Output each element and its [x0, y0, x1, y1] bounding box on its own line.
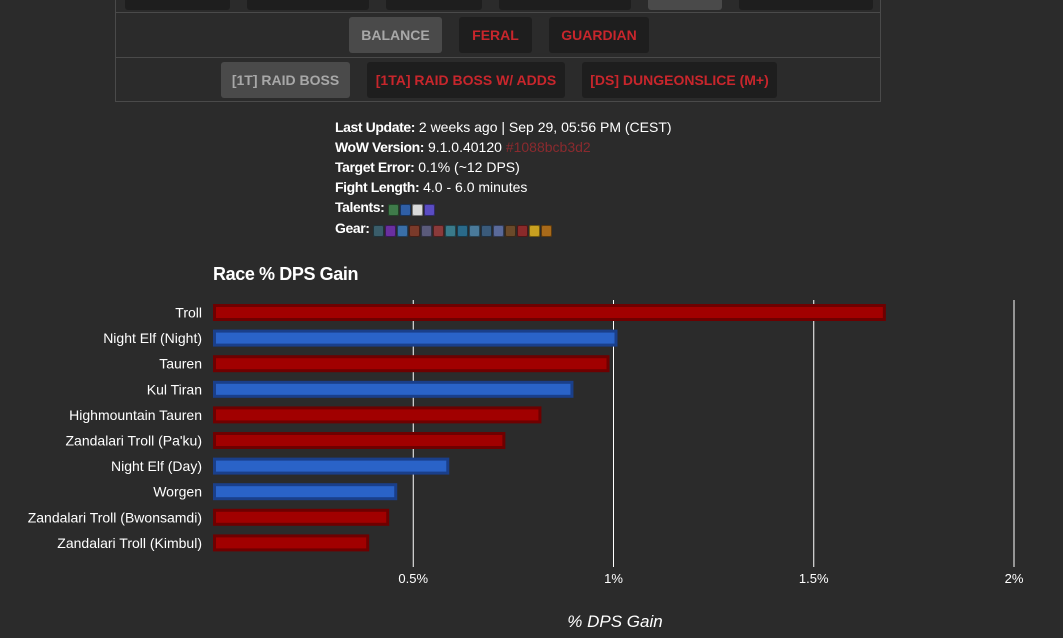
chest-icon[interactable]	[421, 224, 433, 237]
fight-length-value: 4.0 - 6.0 minutes	[423, 179, 528, 195]
bar[interactable]	[213, 329, 618, 347]
waist-icon[interactable]	[457, 224, 469, 237]
bar[interactable]	[213, 483, 398, 501]
wow-version-label: WoW Version:	[335, 139, 425, 155]
top-stub-button[interactable]	[499, 0, 631, 10]
talent-icons	[388, 198, 436, 218]
wow-version-hash-link[interactable]: #1088bcb3d2	[505, 139, 591, 155]
bar[interactable]	[213, 508, 390, 526]
finger2-icon[interactable]	[505, 224, 517, 237]
top-stub-button[interactable]	[125, 0, 230, 10]
target-error-label: Target Error:	[335, 159, 415, 175]
x-tick-label: 1%	[604, 571, 623, 586]
dungeonslice-button[interactable]: [DS] DUNGEONSLICE (M+)	[582, 62, 777, 98]
bar[interactable]	[213, 432, 506, 449]
top-stub-button-active[interactable]	[648, 0, 722, 10]
shoulder-icon[interactable]	[397, 224, 409, 237]
last-update-value: 2 weeks ago | Sep 29, 05:56 PM (CEST)	[418, 119, 672, 135]
guardian-button[interactable]: GUARDIAN	[549, 17, 649, 53]
category-label: Zandalari Troll (Bwonsamdi)	[28, 509, 202, 525]
x-axis-label: % DPS Gain	[567, 612, 663, 631]
talent-icon-3[interactable]	[412, 203, 424, 216]
bar[interactable]	[213, 457, 450, 475]
gear-icons	[373, 220, 553, 240]
wow-version-value: 9.1.0.40120	[427, 139, 502, 155]
top-stub-button[interactable]	[386, 0, 482, 10]
wow-version-line: WoW Version: 9.1.0.40120 #1088bcb3d2	[335, 137, 672, 157]
raid-boss-button[interactable]: [1T] RAID BOSS	[221, 62, 350, 98]
back-icon[interactable]	[409, 224, 421, 237]
weapon-icon[interactable]	[541, 224, 553, 237]
last-update-line: Last Update: 2 weeks ago | Sep 29, 05:56…	[335, 117, 672, 137]
category-label: Tauren	[159, 356, 202, 372]
category-label: Kul Tiran	[147, 381, 202, 397]
chart-title: Race % DPS Gain	[213, 264, 359, 284]
raid-boss-adds-button[interactable]: [1TA] RAID BOSS W/ ADDS	[367, 62, 565, 98]
trinket2-icon[interactable]	[529, 224, 541, 237]
bar[interactable]	[213, 380, 574, 398]
spec-row: BALANCE FERAL GUARDIAN	[116, 12, 880, 58]
fight-row: [1T] RAID BOSS [1TA] RAID BOSS W/ ADDS […	[116, 57, 880, 102]
target-error-value: 0.1% (~12 DPS)	[418, 159, 520, 175]
category-label: Zandalari Troll (Pa'ku)	[66, 433, 203, 449]
balance-button[interactable]: BALANCE	[349, 17, 442, 53]
gear-line: Gear:	[335, 218, 672, 239]
x-tick-label: 2%	[1005, 571, 1024, 586]
talent-icon-1[interactable]	[388, 203, 400, 216]
finger1-icon[interactable]	[493, 224, 505, 237]
x-tick-label: 0.5%	[398, 571, 428, 586]
legs-icon[interactable]	[469, 224, 481, 237]
category-label: Night Elf (Day)	[111, 458, 202, 474]
last-update-label: Last Update:	[335, 119, 415, 135]
top-stub-button[interactable]	[247, 0, 369, 10]
x-tick-label: 1.5%	[799, 571, 829, 586]
category-label: Worgen	[153, 484, 202, 500]
talent-icon-4[interactable]	[424, 203, 436, 216]
fight-length-line: Fight Length: 4.0 - 6.0 minutes	[335, 177, 672, 197]
category-label: Troll	[175, 305, 202, 321]
bar[interactable]	[213, 355, 610, 373]
feet-icon[interactable]	[481, 224, 493, 237]
category-label: Night Elf (Night)	[103, 330, 202, 346]
neck-icon[interactable]	[385, 224, 397, 237]
selector-row-top	[116, 0, 880, 13]
talents-line: Talents:	[335, 197, 672, 218]
top-stub-button[interactable]	[739, 0, 873, 10]
feral-button[interactable]: FERAL	[459, 17, 532, 53]
trinket1-icon[interactable]	[517, 224, 529, 237]
bar[interactable]	[213, 406, 542, 424]
fight-length-label: Fight Length:	[335, 179, 420, 195]
hands-icon[interactable]	[445, 224, 457, 237]
category-label: Zandalari Troll (Kimbul)	[57, 535, 202, 551]
talents-label: Talents:	[335, 199, 385, 215]
selector-panel: BALANCE FERAL GUARDIAN [1T] RAID BOSS [1…	[115, 0, 881, 102]
target-error-line: Target Error: 0.1% (~12 DPS)	[335, 157, 672, 177]
bar[interactable]	[213, 534, 370, 552]
bar[interactable]	[213, 304, 886, 321]
gear-label: Gear:	[335, 220, 370, 237]
head-icon[interactable]	[373, 224, 385, 237]
category-label: Highmountain Tauren	[69, 407, 202, 423]
sim-info: Last Update: 2 weeks ago | Sep 29, 05:56…	[335, 117, 672, 240]
talent-icon-2[interactable]	[400, 203, 412, 216]
wrist-icon[interactable]	[433, 224, 445, 237]
